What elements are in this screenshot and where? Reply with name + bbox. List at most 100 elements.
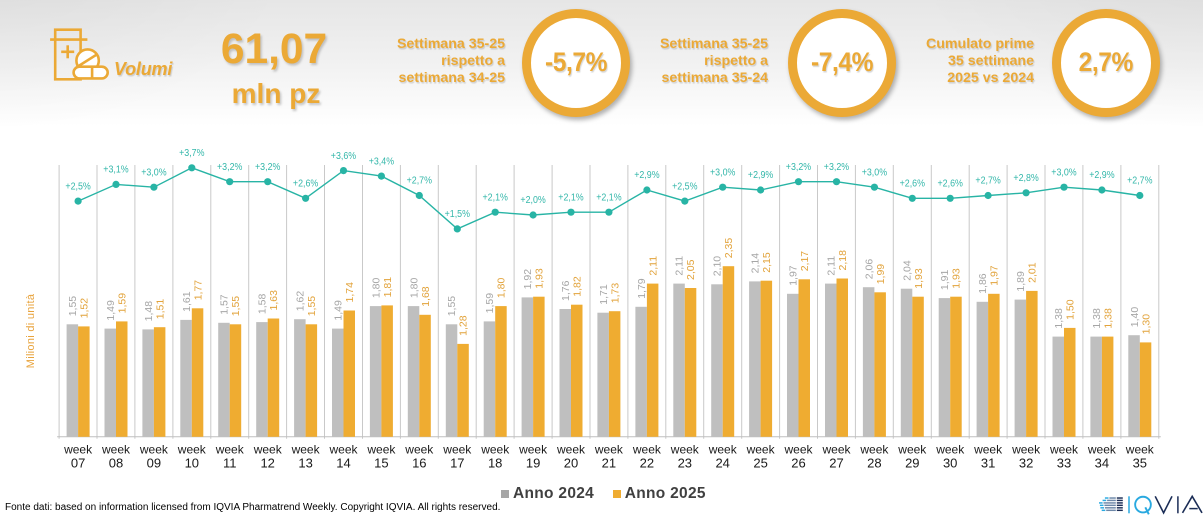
svg-text:1,55: 1,55 [306,296,318,317]
svg-text:+3,6%: +3,6% [331,151,356,162]
svg-text:1,74: 1,74 [344,282,356,303]
svg-text:1,92: 1,92 [522,269,534,290]
svg-text:1,55: 1,55 [230,296,242,317]
svg-text:18: 18 [488,456,502,471]
svg-text:+2,7%: +2,7% [1127,176,1152,187]
svg-text:week: week [973,443,1003,457]
svg-text:+1,5%: +1,5% [445,209,470,220]
svg-text:2,01: 2,01 [1027,262,1039,283]
svg-text:1,93: 1,93 [951,268,963,289]
svg-text:week: week [404,443,434,457]
svg-text:15: 15 [374,456,388,471]
svg-text:21: 21 [602,456,616,471]
svg-text:week: week [139,443,169,457]
svg-text:2,06: 2,06 [863,259,875,280]
svg-text:2,11: 2,11 [647,256,659,276]
svg-text:week: week [897,443,927,457]
svg-text:1,86: 1,86 [977,273,989,294]
svg-text:+3,0%: +3,0% [141,167,166,178]
svg-text:1,55: 1,55 [67,296,79,317]
svg-text:+2,5%: +2,5% [672,181,697,192]
svg-text:27: 27 [829,456,843,471]
svg-text:2,11: 2,11 [674,256,686,276]
svg-text:week: week [1087,443,1117,457]
svg-text:1,48: 1,48 [143,301,155,322]
svg-text:+2,1%: +2,1% [483,192,508,203]
svg-text:28: 28 [867,456,881,471]
svg-text:week: week [63,443,93,457]
svg-text:week: week [442,443,472,457]
svg-text:19: 19 [526,456,540,471]
svg-text:1,77: 1,77 [192,280,204,301]
svg-text:week: week [821,443,851,457]
svg-text:2,15: 2,15 [761,252,773,273]
svg-text:1,76: 1,76 [560,280,572,301]
svg-text:1,97: 1,97 [989,265,1001,286]
svg-text:+2,1%: +2,1% [558,192,583,203]
svg-text:week: week [1049,443,1079,457]
svg-text:+3,0%: +3,0% [1051,167,1076,178]
svg-text:+3,2%: +3,2% [217,162,242,173]
svg-text:1,40: 1,40 [1129,307,1141,328]
svg-text:+3,7%: +3,7% [179,148,204,159]
svg-text:1,38: 1,38 [1091,308,1103,329]
svg-text:week: week [101,443,131,457]
svg-text:1,52: 1,52 [79,298,91,319]
svg-text:1,28: 1,28 [458,315,470,336]
svg-text:1,55: 1,55 [446,296,458,317]
svg-text:1,50: 1,50 [1064,299,1076,320]
svg-text:13: 13 [298,456,312,471]
svg-text:1,30: 1,30 [1140,314,1152,335]
svg-text:+2,8%: +2,8% [1013,173,1038,184]
svg-text:week: week [783,443,813,457]
svg-text:25: 25 [753,456,767,471]
svg-text:+2,6%: +2,6% [900,179,925,190]
svg-text:+3,2%: +3,2% [255,162,280,173]
svg-text:1,49: 1,49 [333,300,345,321]
svg-text:+2,7%: +2,7% [975,176,1000,187]
svg-text:week: week [594,443,624,457]
svg-text:2,05: 2,05 [685,259,697,280]
svg-text:1,59: 1,59 [116,293,128,314]
svg-text:2,17: 2,17 [799,251,811,272]
svg-text:2,10: 2,10 [712,256,724,277]
svg-text:09: 09 [147,456,161,471]
svg-text:10: 10 [185,456,199,471]
svg-text:2,35: 2,35 [723,238,735,259]
svg-text:1,58: 1,58 [257,294,269,315]
svg-text:1,93: 1,93 [913,268,925,289]
svg-text:week: week [632,443,662,457]
svg-text:16: 16 [412,456,426,471]
svg-text:week: week [556,443,586,457]
svg-text:week: week [708,443,738,457]
svg-text:20: 20 [564,456,578,471]
svg-text:1,38: 1,38 [1102,308,1114,329]
svg-text:24: 24 [715,456,729,471]
svg-text:34: 34 [1095,456,1109,471]
svg-text:2,04: 2,04 [901,260,913,281]
svg-text:+2,9%: +2,9% [748,170,773,181]
svg-text:2,11: 2,11 [825,256,837,276]
svg-text:week: week [1125,443,1155,457]
svg-text:1,79: 1,79 [636,278,648,299]
svg-text:30: 30 [943,456,957,471]
svg-text:+2,6%: +2,6% [938,179,963,190]
svg-text:08: 08 [109,456,123,471]
svg-text:22: 22 [640,456,654,471]
svg-text:+2,9%: +2,9% [1089,170,1114,181]
svg-text:1,38: 1,38 [1053,308,1065,329]
svg-text:1,80: 1,80 [370,278,382,299]
svg-text:17: 17 [450,456,464,471]
svg-text:2,14: 2,14 [750,253,762,274]
svg-text:1,81: 1,81 [382,277,394,298]
svg-text:1,89: 1,89 [1015,271,1027,292]
svg-text:+3,1%: +3,1% [103,165,128,176]
svg-text:week: week [480,443,510,457]
svg-text:week: week [518,443,548,457]
svg-text:+2,5%: +2,5% [65,181,90,192]
svg-text:week: week [859,443,889,457]
svg-text:26: 26 [791,456,805,471]
svg-text:1,49: 1,49 [105,300,117,321]
svg-text:week: week [366,443,396,457]
svg-text:week: week [291,443,321,457]
